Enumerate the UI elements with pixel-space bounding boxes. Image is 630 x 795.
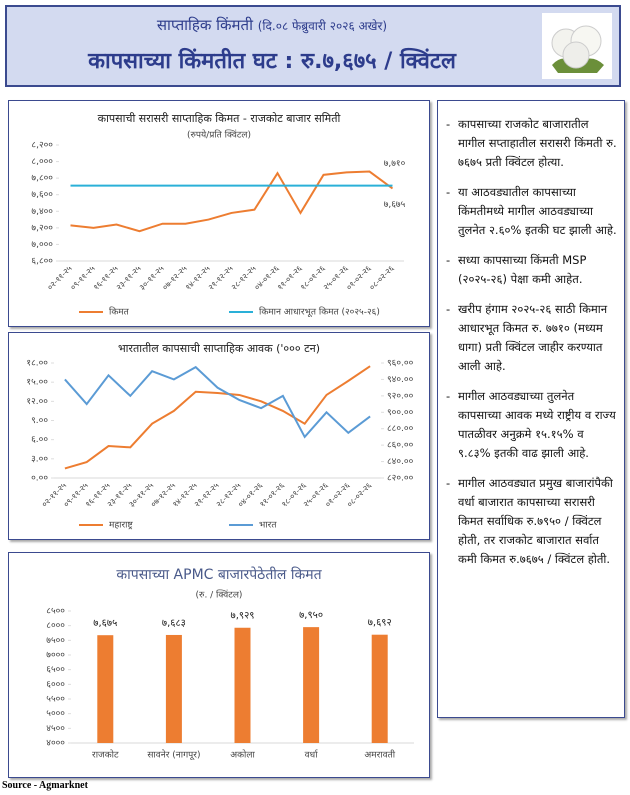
y2-tick-label: ९६०.०० [387, 359, 414, 369]
x-tick-label: ०८-०२-२६ [368, 264, 396, 292]
y-tick-label: ८,२०० [31, 141, 53, 151]
y-tick-label: ७,८०० [31, 174, 53, 184]
y-tick-label: ६,८०० [31, 257, 53, 267]
series-line [70, 170, 394, 233]
y-tick-label: १५.०० [26, 378, 48, 388]
x-tick-label: अकोला [230, 749, 255, 761]
boll [562, 41, 590, 69]
y2-tick-label: ८८०.०० [387, 424, 414, 434]
chart-subtitle: (रु. / क्विंटल) [196, 589, 243, 601]
y2-tick-label: ९२०.०० [387, 391, 414, 401]
headline: कापसाच्या किंमतीत घट : रु.७,६७५ / क्विंट… [88, 49, 456, 74]
chart-title: कापसाच्या APMC बाजारपेठेतील किमत [116, 566, 322, 583]
bar [165, 634, 182, 743]
value-label: ७,९२९ [231, 611, 255, 622]
y2-tick-label: ८६०.०० [387, 441, 414, 451]
chart-title: भारतातील कापसाची साप्ताहिक आवक ('००० टन) [118, 342, 320, 355]
y-tick-label: ७००० [46, 651, 65, 661]
series-line [64, 365, 371, 439]
series-line [64, 365, 371, 470]
date: (दि.०८ फेब्रुवारी २०२६ अखेर) [257, 19, 388, 33]
y-tick-label: ४००० [46, 739, 65, 749]
x-tick-label: वर्धा [305, 749, 319, 761]
bar [234, 627, 251, 743]
y2-tick-label: ८२०.०० [387, 474, 414, 484]
source: Source - Agmarknet [2, 780, 88, 791]
legend-label: भारत [259, 521, 277, 531]
chart: भारतातील कापसाची साप्ताहिक आवक ('००० टन)… [26, 342, 414, 531]
note: मागील आठवड्यात प्रमुख बाजारांपैकी वर्धा … [446, 474, 618, 569]
notes: कापसाच्या राजकोट बाजारातील मागील सप्ताहा… [437, 100, 625, 718]
chart: कापसाची सरासरी साप्ताहिक किमत - राजकोट ब… [31, 112, 406, 318]
note: सध्या कापसाच्या किंमती MSP (२०२५-२६) पेक… [446, 251, 618, 289]
header-title: साप्ताहिक किंमती (दि.०८ फेब्रुवारी २०२६ … [7, 15, 537, 35]
legend-label: किमान आधारभूत किमत (२०२५-२६) [259, 306, 380, 318]
value-label: ७,६९२ [368, 618, 392, 629]
x-tick-label: सावनेर (नागपूर) [147, 749, 200, 761]
chart-subtitle: (रुपये/प्रति क्विंटल) [187, 129, 251, 141]
y-tick-label: ७५०० [46, 636, 65, 646]
y-tick-label: ४५०० [46, 724, 65, 734]
chart-panel: कापसाची सरासरी साप्ताहिक किमत - राजकोट ब… [8, 100, 430, 327]
y2-tick-label: ८४०.०० [387, 457, 414, 467]
value-label: ७,६८३ [162, 618, 186, 629]
y-tick-label: १२.०० [26, 397, 48, 407]
bar [303, 627, 320, 743]
chart-title: कापसाची सरासरी साप्ताहिक किमत - राजकोट ब… [98, 112, 341, 125]
y-tick-label: ३.०० [31, 454, 48, 464]
y-tick-label: ७,००० [31, 240, 53, 250]
chart-panel: भारतातील कापसाची साप्ताहिक आवक ('००० टन)… [8, 332, 430, 540]
bar [371, 634, 388, 743]
y-tick-label: ६५०० [46, 665, 65, 675]
y-tick-label: ९.०० [31, 416, 48, 426]
y-tick-label: ८५०० [46, 607, 65, 617]
bar [97, 635, 114, 743]
y2-tick-label: ९४०.०० [387, 375, 414, 385]
y-tick-label: ८,००० [31, 157, 53, 167]
y-tick-label: ५५०० [46, 695, 65, 705]
note: मागील आठवड्याच्या तुलनेत कापसाच्या आवक म… [446, 387, 618, 463]
y-tick-label: ८००० [46, 621, 65, 631]
header: साप्ताहिक किंमती (दि.०८ फेब्रुवारी २०२६ … [5, 5, 621, 87]
note: खरीप हंगाम २०२५-२६ साठी किमान आधारभूत कि… [446, 300, 618, 376]
value-label: ७,६७५ [93, 618, 117, 629]
value-label: ७,७१० [384, 159, 406, 169]
cotton-image [542, 13, 612, 79]
y-tick-label: १८.०० [26, 359, 48, 369]
y-tick-label: ६.०० [31, 435, 48, 445]
y-tick-label: ६००० [46, 680, 65, 690]
y-tick-label: ७,४०० [31, 207, 53, 217]
y-tick-label: ७,६०० [31, 190, 53, 200]
value-label: ७,९५० [299, 610, 323, 621]
chart-panel: कापसाच्या APMC बाजारपेठेतील किमत (रु. / क… [8, 552, 430, 778]
title: साप्ताहिक किंमती [156, 16, 253, 34]
x-tick-label: ०८-०२-२६ [345, 481, 373, 509]
x-tick-label: अमरावती [364, 749, 395, 761]
x-tick-label: राजकोट [92, 749, 119, 761]
legend-label: महाराष्ट्र [109, 521, 134, 531]
y-tick-label: ५००० [46, 709, 65, 719]
legend-label: किमत [109, 306, 130, 318]
note: कापसाच्या राजकोट बाजारातील मागील सप्ताहा… [446, 115, 618, 172]
chart: कापसाच्या APMC बाजारपेठेतील किमत (रु. / क… [46, 566, 414, 761]
y2-tick-label: ९००.०० [387, 408, 414, 418]
y-tick-label: ७,२०० [31, 223, 53, 233]
value-label: ७,६७५ [384, 200, 406, 210]
note: या आठवड्यातील कापसाच्या किंमतीमध्ये मागी… [446, 183, 618, 240]
y-tick-label: ०.०० [31, 474, 48, 484]
